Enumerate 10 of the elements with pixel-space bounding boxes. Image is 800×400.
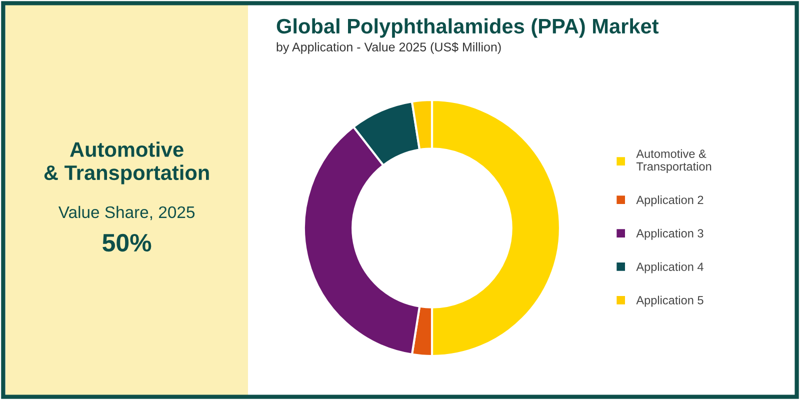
legend-label: Application 4: [636, 262, 704, 274]
legend-label: Application 3: [636, 228, 704, 240]
legend-label: Application 2: [636, 195, 704, 206]
legend-label: Application 5: [636, 296, 704, 307]
legend-label: Automotive & Transportation: [636, 149, 712, 173]
text: Value Share, 2025: [58, 206, 195, 220]
text: 50%: [102, 234, 152, 252]
text: Automotive & Transportation: [44, 142, 209, 184]
chart-title: Global Polyphthalamides (PPA) Market: [276, 18, 659, 38]
chart-subtitle: by Application - Value 2025 (US$ Million): [276, 42, 501, 54]
